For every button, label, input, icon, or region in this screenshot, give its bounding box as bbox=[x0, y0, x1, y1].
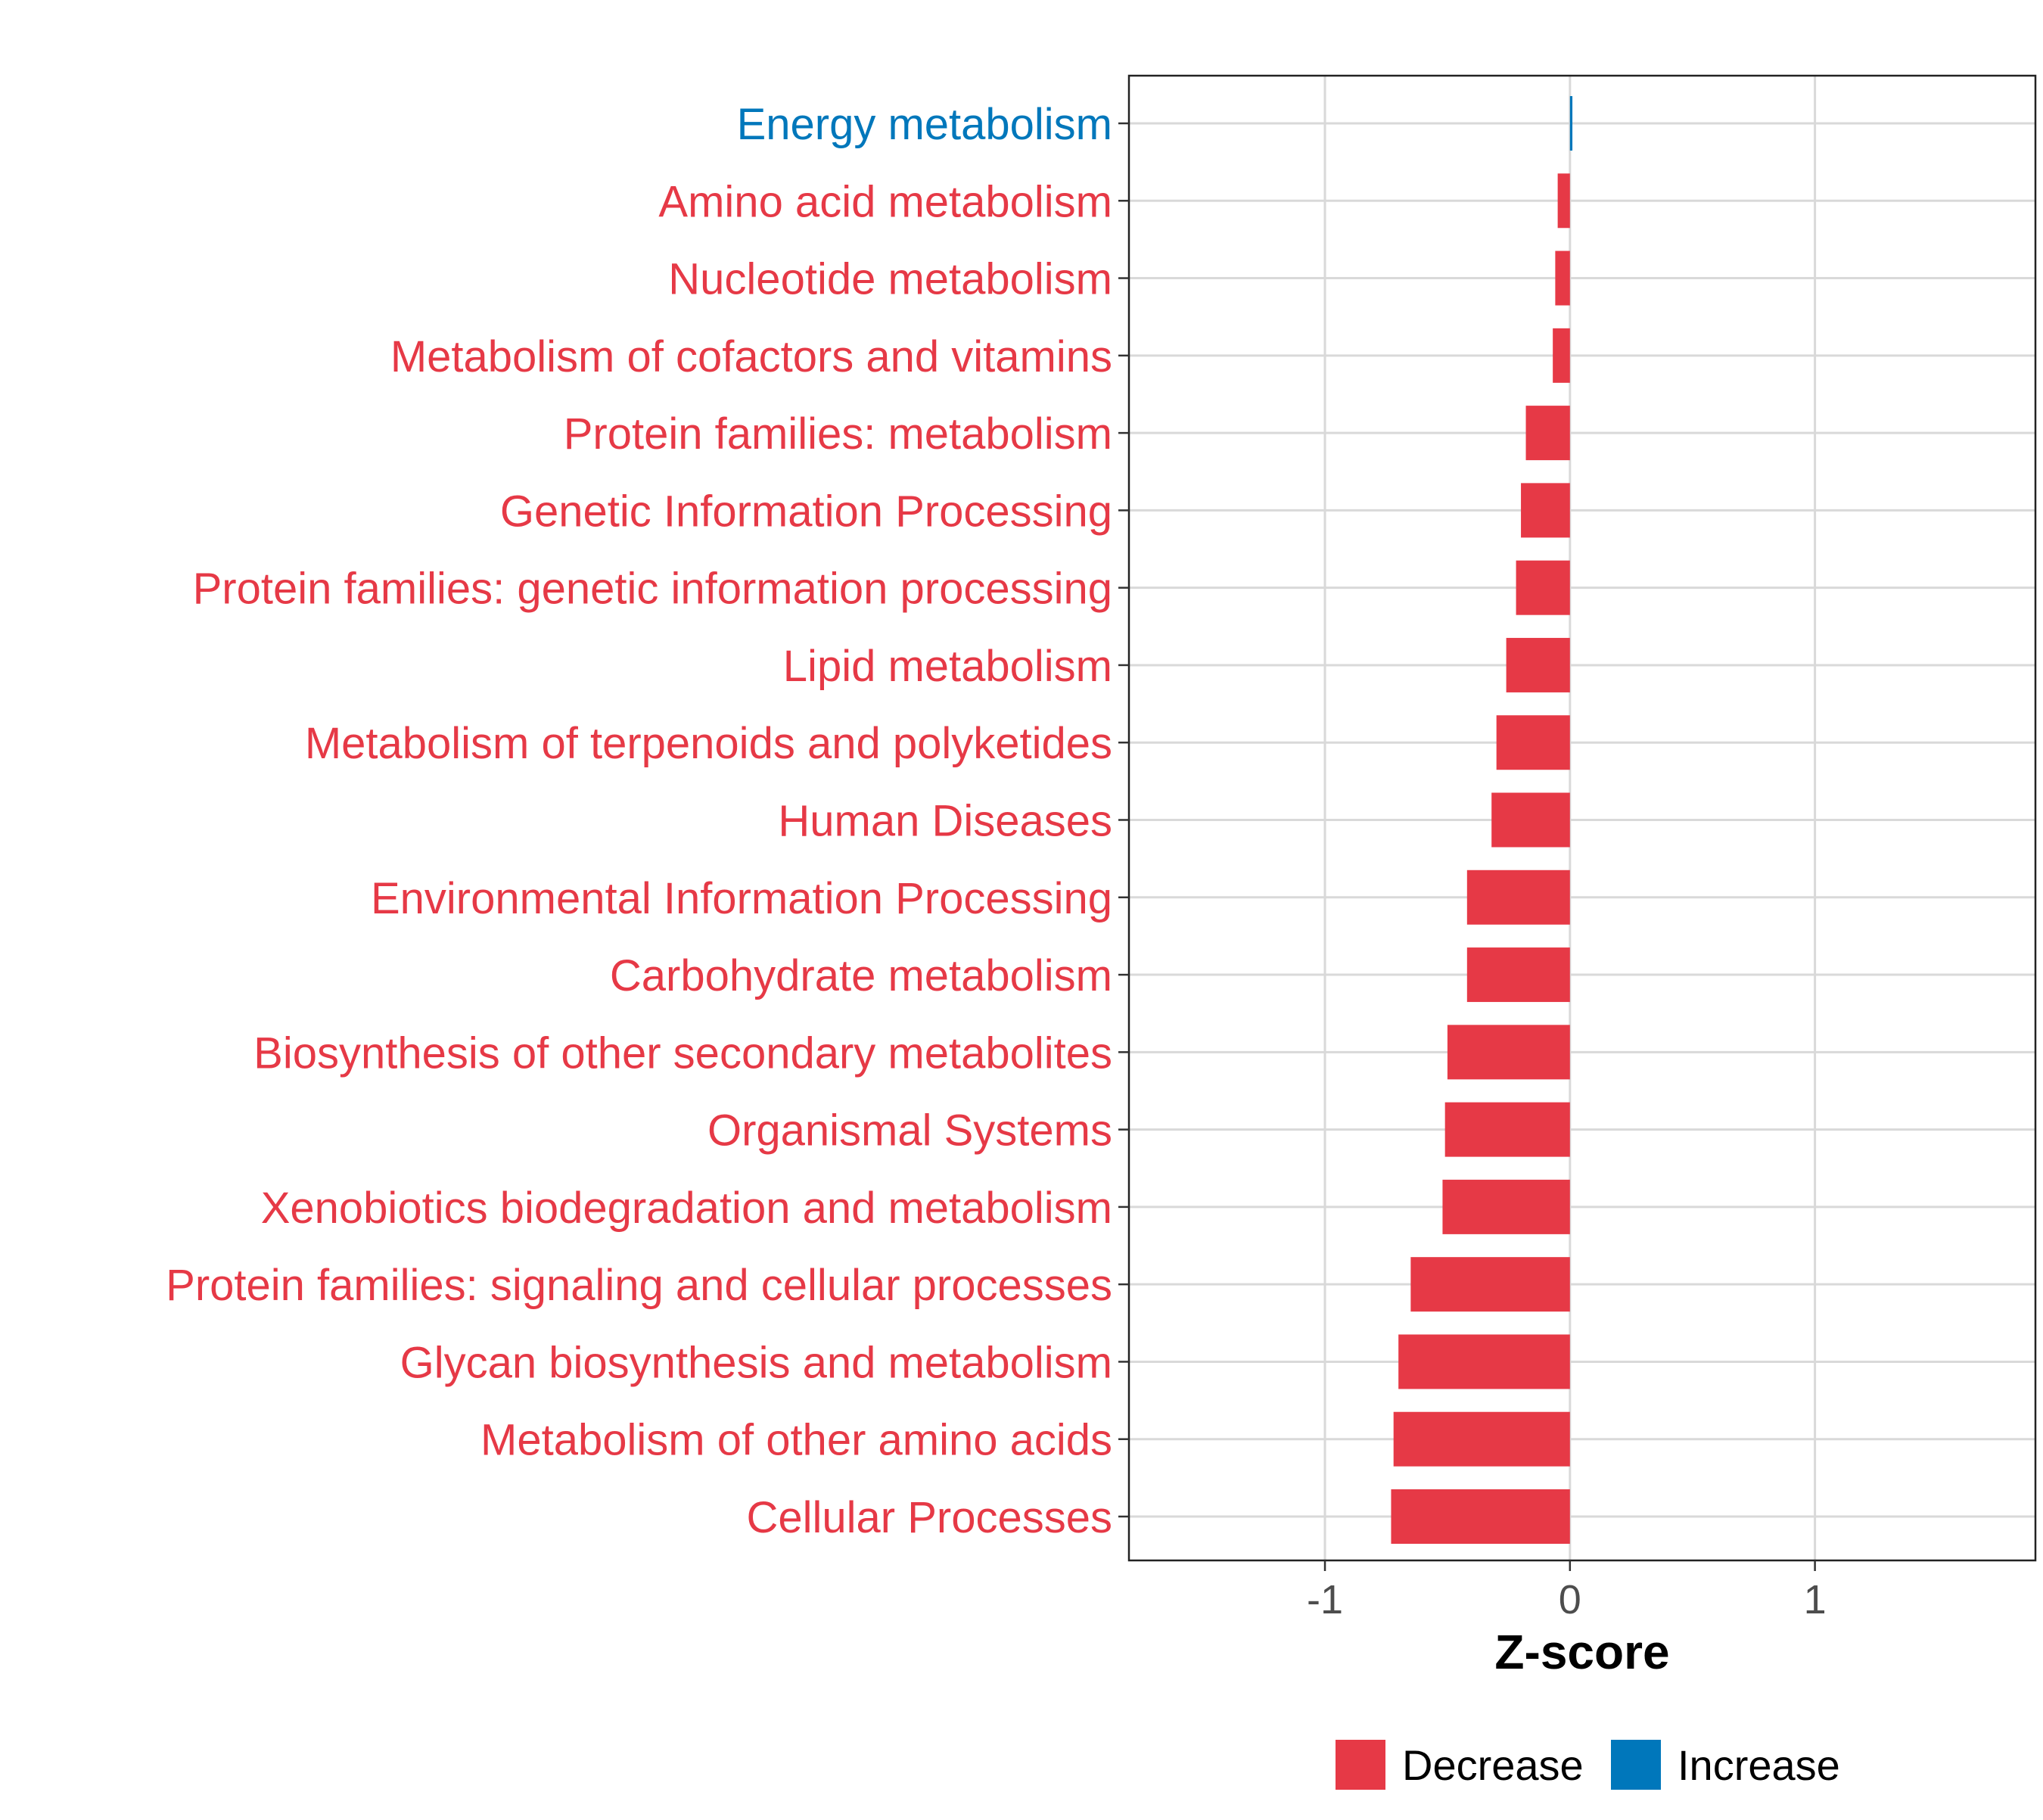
bar-15 bbox=[1442, 1179, 1570, 1234]
category-label: Xenobiotics biodegradation and metabolis… bbox=[261, 1184, 1112, 1233]
category-label: Protein families: metabolism bbox=[564, 409, 1112, 459]
bar-5 bbox=[1525, 406, 1570, 461]
legend-label-decrease: Decrease bbox=[1402, 1741, 1584, 1789]
grid-layer bbox=[1129, 76, 2035, 1560]
category-label: Metabolism of terpenoids and polyketides bbox=[305, 719, 1112, 768]
category-label: Amino acid metabolism bbox=[658, 177, 1112, 226]
bar-10 bbox=[1491, 792, 1570, 848]
x-tick-label: 1 bbox=[1804, 1577, 1827, 1622]
category-label: Biosynthesis of other secondary metaboli… bbox=[253, 1028, 1112, 1078]
x-tick-label: 0 bbox=[1559, 1577, 1581, 1622]
category-label: Carbohydrate metabolism bbox=[610, 951, 1112, 1000]
legend-label-increase: Increase bbox=[1678, 1741, 1840, 1789]
category-label: Nucleotide metabolism bbox=[668, 255, 1112, 304]
category-label: Energy metabolism bbox=[737, 100, 1112, 149]
bar-12 bbox=[1466, 947, 1570, 1003]
category-label: Metabolism of cofactors and vitamins bbox=[390, 332, 1112, 381]
x-tick-label: -1 bbox=[1307, 1577, 1343, 1622]
bar-3 bbox=[1555, 250, 1570, 306]
bar-11 bbox=[1466, 870, 1570, 925]
category-label: Metabolism of other amino acids bbox=[480, 1416, 1112, 1465]
bar-6 bbox=[1521, 483, 1570, 538]
legend: Decrease Increase bbox=[1336, 1740, 1840, 1790]
legend-swatch-decrease bbox=[1336, 1740, 1385, 1790]
category-label: Protein families: signaling and cellular… bbox=[166, 1261, 1112, 1310]
category-label: Glycan biosynthesis and metabolism bbox=[400, 1338, 1112, 1387]
bar-13 bbox=[1447, 1025, 1570, 1080]
plot-border bbox=[1127, 74, 2037, 1562]
y-tick-layer: Energy metabolism Amino acid metabolism Nu… bbox=[166, 100, 1129, 1542]
category-label: Cellular Processes bbox=[746, 1493, 1112, 1542]
bar-9 bbox=[1496, 715, 1570, 770]
bar-14 bbox=[1444, 1102, 1570, 1157]
bar-8 bbox=[1506, 637, 1570, 692]
bar-2 bbox=[1557, 173, 1570, 229]
category-label: Lipid metabolism bbox=[783, 642, 1112, 691]
bar-7 bbox=[1516, 560, 1570, 615]
category-label: Protein families: genetic information pr… bbox=[193, 565, 1112, 614]
bar-16 bbox=[1410, 1257, 1570, 1312]
x-tick-layer: -1 0 1 bbox=[1307, 1560, 1827, 1622]
category-label: Environmental Information Processing bbox=[371, 874, 1112, 923]
bar-4 bbox=[1553, 328, 1570, 383]
bar-17 bbox=[1398, 1334, 1570, 1389]
bar-layer bbox=[1391, 96, 1573, 1544]
legend-swatch-increase bbox=[1611, 1740, 1661, 1790]
bar-18 bbox=[1393, 1411, 1570, 1467]
category-label: Human Diseases bbox=[778, 797, 1112, 846]
x-axis-title: Z-score bbox=[1494, 1625, 1669, 1679]
category-label: Organismal Systems bbox=[707, 1106, 1112, 1156]
bar-19 bbox=[1391, 1489, 1570, 1544]
category-label: Genetic Information Processing bbox=[500, 487, 1112, 536]
bar-1 bbox=[1569, 96, 1573, 151]
